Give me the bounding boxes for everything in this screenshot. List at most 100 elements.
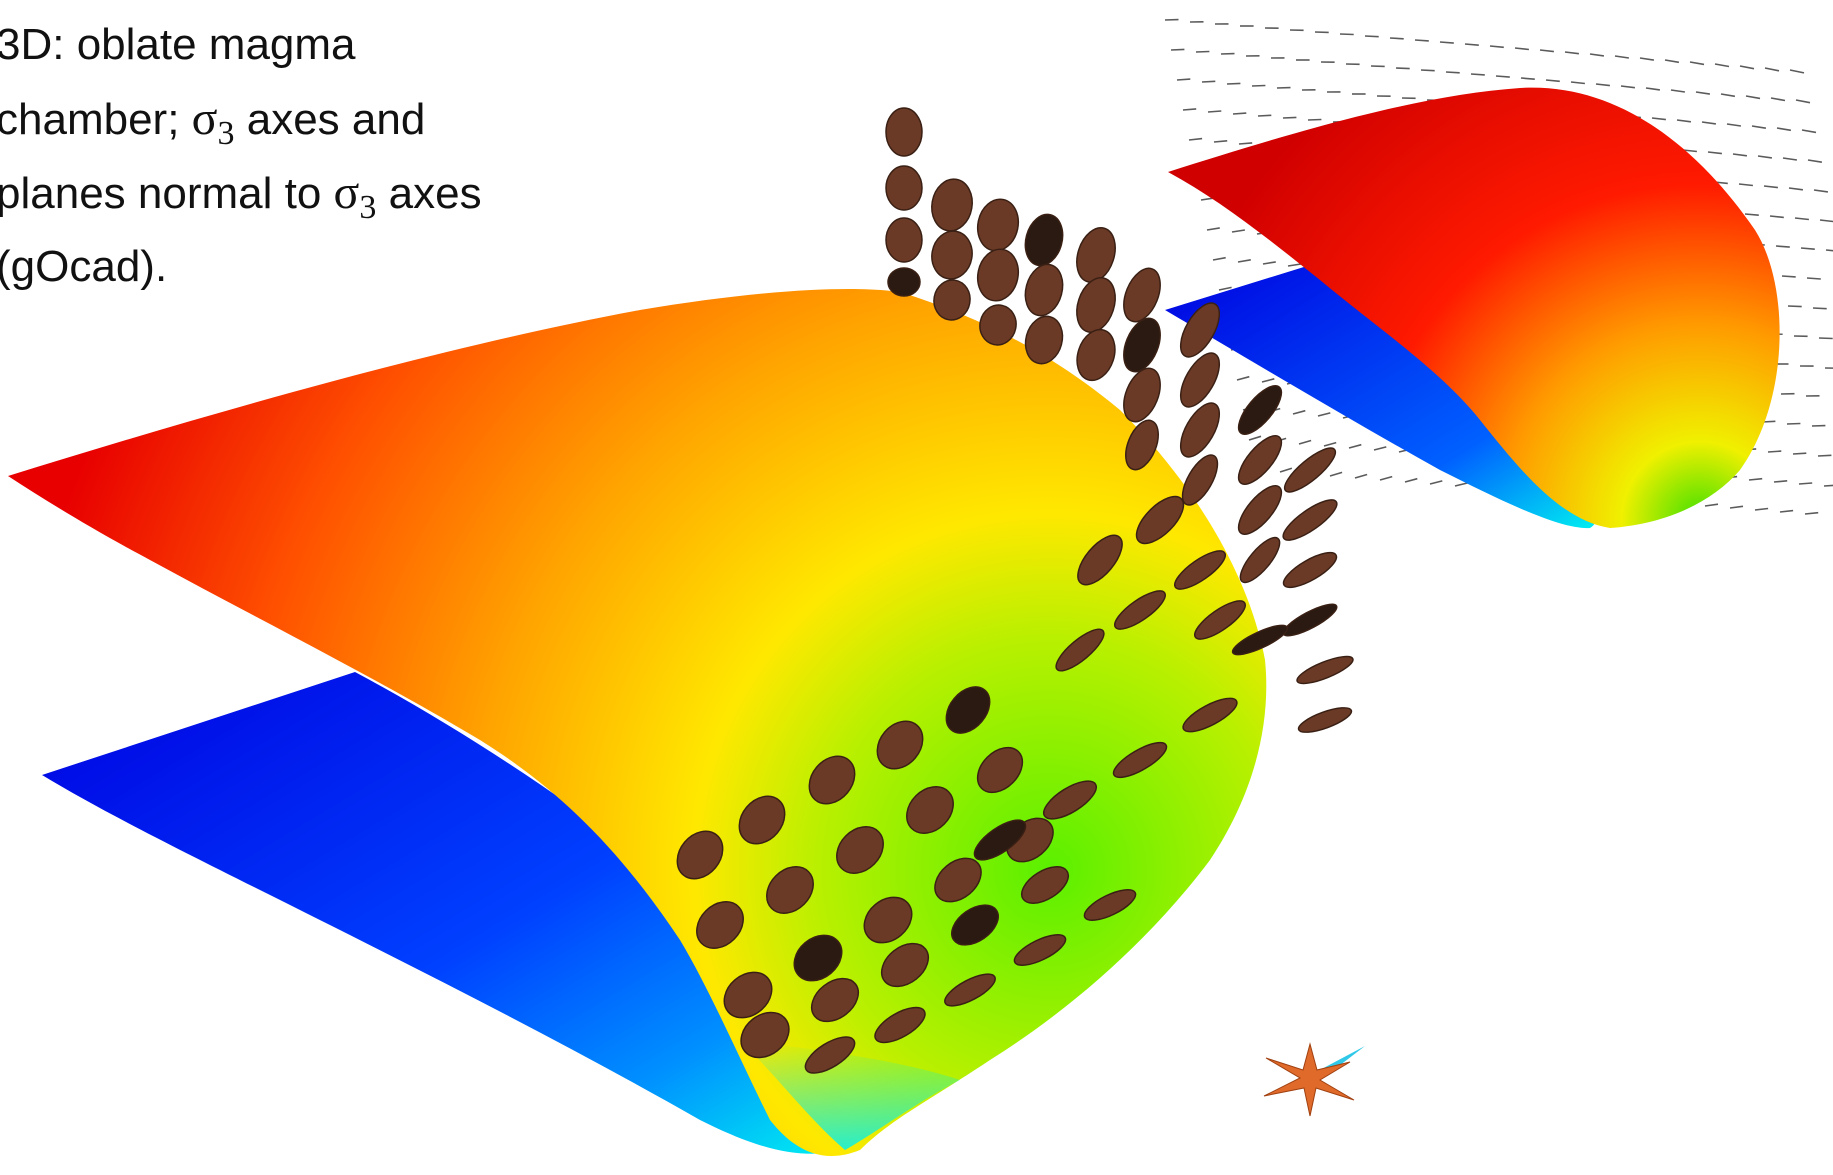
cyan-foot (740, 1040, 960, 1150)
sigma3-tick (1404, 477, 1418, 483)
sigma3-normal-disc (973, 819, 1027, 861)
sigma3-tick (1823, 484, 1833, 487)
sigma3-tick (1751, 125, 1767, 129)
sigma3-normal-disc (1055, 628, 1105, 672)
sigma-symbol: σ (333, 166, 360, 219)
sigma3-tick (1682, 149, 1697, 153)
caption-line-3-pre: planes normal to (0, 169, 334, 218)
sigma3-normal-disc (1123, 267, 1161, 323)
sigma3-tick (1689, 61, 1705, 66)
sigma3-tick (1414, 39, 1429, 42)
sigma3-normal-disc (885, 217, 923, 263)
sigma3-normal-disc (944, 973, 996, 1007)
sigma3-tick (1470, 73, 1485, 76)
sigma3-normal-disc (1083, 889, 1137, 921)
sigma3-tick (1670, 89, 1686, 93)
sigma3-normal-disc (1135, 495, 1185, 545)
sigma3-tick (1182, 108, 1197, 111)
caption-line-2-pre: chamber; (0, 95, 192, 144)
sigma3-normal-disc (931, 178, 973, 232)
sigma3-tick (1279, 467, 1293, 473)
sigma3-tick (1788, 187, 1804, 191)
sigma3-tick (1806, 277, 1821, 280)
sigma3-tick (1804, 511, 1819, 515)
sigma3-normal-disc (1179, 402, 1221, 458)
sigma3-normal-disc (1282, 551, 1338, 589)
sigma3-tick (1589, 53, 1605, 57)
sigma3-normal-disc (945, 686, 991, 734)
sigma3-tick (1238, 142, 1253, 145)
sigma3-tick (1620, 85, 1635, 89)
sigma3-tick (1770, 97, 1786, 102)
sigma3-normal-disc (1237, 385, 1283, 435)
sigma3-tick (1817, 454, 1832, 457)
sigma3-tick (1445, 71, 1460, 74)
sigma3-tick (1454, 482, 1468, 487)
sigma3-tick (1364, 35, 1379, 38)
sigma3-normal-disc (1024, 315, 1064, 365)
sigma3-normal-disc (1112, 741, 1168, 779)
sigma3-normal-disc (1182, 697, 1238, 733)
sigma3-tick (1819, 219, 1833, 223)
sigma3-tick (1420, 69, 1435, 72)
sigma3-normal-disc (1076, 227, 1116, 283)
sigma3-normal-disc (1179, 302, 1221, 358)
upper-surface-gradient (8, 289, 1267, 1157)
sigma3-normal-disc (885, 107, 923, 157)
sigma3-tick (1188, 137, 1203, 141)
sigma3-tick (1726, 123, 1742, 127)
sigma3-normal-disc (676, 830, 724, 880)
small-upper-surface (1168, 87, 1780, 529)
sigma3-tick (1645, 87, 1661, 91)
sigma3-normal-disc (1283, 447, 1337, 493)
sigma3-tick (1389, 37, 1404, 40)
sigma3-normal-disc (1076, 328, 1116, 382)
sigma3-tick (1292, 409, 1306, 415)
sigma3-normal-disc (793, 934, 843, 982)
sigma3-normal-disc (1181, 454, 1219, 506)
sigma3-tick (1789, 69, 1805, 74)
sigma3-tick (1231, 229, 1246, 233)
sigma3-normal-disc (1194, 600, 1246, 640)
sigma3-tick (1754, 507, 1769, 511)
sigma3-normal-disc (1237, 485, 1283, 535)
sigma3-tick (1564, 51, 1579, 55)
sigma3-normal-disc (1239, 536, 1281, 584)
sigma3-tick (1307, 118, 1322, 121)
sigma3-normal-disc (934, 857, 982, 903)
sigma3-tick (1794, 217, 1809, 221)
sigma3-tick (1825, 249, 1833, 252)
sigma3-tick (1744, 213, 1759, 216)
sigma3-tick (1729, 505, 1744, 509)
sigma3-tick (1813, 189, 1829, 193)
sigma3-normal-disc (876, 720, 924, 770)
small-lower-surface (1165, 262, 1599, 529)
sigma3-normal-disc (808, 755, 856, 805)
sigma3-tick (1773, 480, 1788, 483)
figure-caption: 3D: oblate magma chamber; σ3 axes and pl… (0, 8, 482, 304)
sigma3-tick (1801, 129, 1817, 134)
caption-line-2: chamber; σ3 axes and (0, 82, 482, 156)
sigma3-tick (1745, 95, 1761, 100)
sigma3-normal-disc (1024, 213, 1064, 267)
sigma3-tick (1464, 43, 1479, 46)
sigma3-tick (1545, 79, 1560, 83)
sigma-symbol: σ (191, 92, 218, 145)
sigma3-tick (1520, 77, 1535, 80)
sigma3-tick (1812, 307, 1827, 310)
sigma3-normal-disc (887, 267, 921, 297)
sigma3-normal-disc (766, 866, 814, 914)
sigma3-tick (1782, 157, 1798, 161)
sigma3-tick (1373, 446, 1387, 451)
sigma3-normal-disc (979, 304, 1017, 346)
caption-line-2-post: axes and (234, 95, 426, 144)
sigma3-tick (1786, 422, 1801, 425)
sigma3-tick (1757, 155, 1773, 159)
sigma3-tick (1798, 482, 1813, 485)
sigma3-normal-disc (738, 795, 786, 845)
sigma3-tick (1232, 112, 1247, 115)
sigma3-tick (1323, 441, 1337, 447)
sigma3-tick (1792, 452, 1807, 455)
sigma3-tick (1775, 245, 1790, 248)
